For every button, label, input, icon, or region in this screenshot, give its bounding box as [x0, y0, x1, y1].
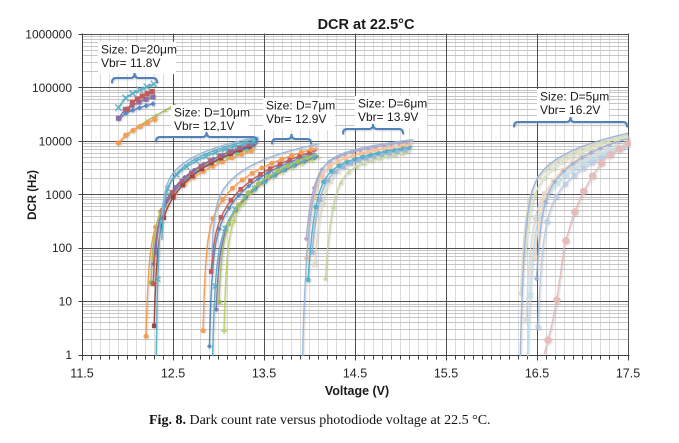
- svg-text:Size: D=10μm: Size: D=10μm: [174, 105, 250, 119]
- svg-text:15.5: 15.5: [434, 367, 458, 381]
- svg-text:100: 100: [52, 241, 72, 255]
- svg-text:17.5: 17.5: [616, 367, 640, 381]
- svg-text:1000: 1000: [45, 188, 72, 202]
- svg-text:DCR (Hz): DCR (Hz): [27, 170, 39, 220]
- svg-text:100000: 100000: [32, 81, 72, 95]
- svg-text:Vbr= 12,1V: Vbr= 12,1V: [174, 119, 234, 133]
- svg-text:Voltage (V): Voltage (V): [325, 384, 389, 398]
- svg-text:1: 1: [65, 348, 72, 362]
- svg-text:Size: D=5μm: Size: D=5μm: [540, 89, 609, 103]
- svg-text:11.5: 11.5: [70, 367, 93, 381]
- svg-text:1000000: 1000000: [25, 27, 72, 41]
- svg-text:Vbr= 12.9V: Vbr= 12.9V: [266, 112, 326, 126]
- svg-text:10000: 10000: [39, 134, 73, 148]
- svg-text:Size: D=7μm: Size: D=7μm: [266, 98, 335, 112]
- svg-text:DCR at 22.5°C: DCR at 22.5°C: [318, 17, 415, 33]
- svg-text:Vbr= 16.2V: Vbr= 16.2V: [540, 103, 600, 117]
- svg-text:16.5: 16.5: [525, 367, 549, 381]
- svg-text:Size: D=6μm: Size: D=6μm: [358, 96, 427, 110]
- svg-text:Size: D=20μm: Size: D=20μm: [101, 42, 177, 56]
- svg-text:Vbr= 13.9V: Vbr= 13.9V: [358, 110, 418, 124]
- svg-text:Vbr= 11.8V: Vbr= 11.8V: [101, 56, 160, 70]
- svg-text:14.5: 14.5: [343, 367, 367, 381]
- svg-text:10: 10: [59, 295, 73, 309]
- svg-text:Fig. 8. Dark count rate versus: Fig. 8. Dark count rate versus photodiod…: [149, 413, 491, 428]
- svg-text:13.5: 13.5: [252, 367, 276, 381]
- svg-text:12.5: 12.5: [161, 367, 185, 381]
